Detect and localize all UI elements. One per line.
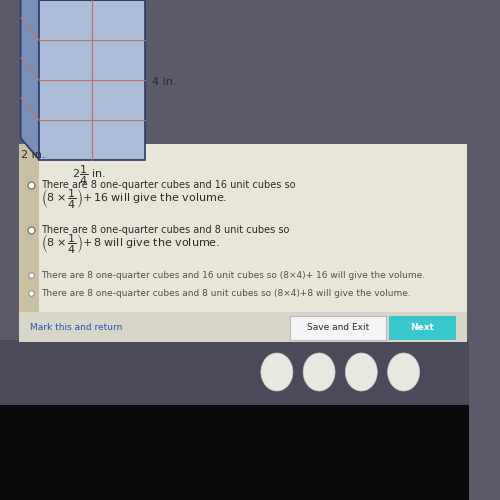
Text: Mark this and return: Mark this and return: [30, 322, 122, 332]
FancyBboxPatch shape: [19, 144, 40, 342]
FancyBboxPatch shape: [19, 144, 468, 342]
Text: There are 8 one-quarter cubes and 8 unit cubes so: There are 8 one-quarter cubes and 8 unit…: [42, 225, 293, 235]
Text: $\left(8\times\dfrac{1}{4}\right)$$+\,16$ will give the volume.: $\left(8\times\dfrac{1}{4}\right)$$+\,16…: [42, 188, 228, 210]
Ellipse shape: [303, 353, 335, 391]
Polygon shape: [20, 0, 40, 160]
FancyBboxPatch shape: [290, 316, 386, 340]
Ellipse shape: [346, 353, 378, 391]
Text: Save and Exit: Save and Exit: [307, 324, 369, 332]
FancyBboxPatch shape: [19, 312, 468, 342]
Ellipse shape: [388, 353, 420, 391]
FancyBboxPatch shape: [0, 340, 470, 405]
Text: 2 in.: 2 in.: [20, 150, 45, 160]
Text: $2\dfrac{1}{4}$ in.: $2\dfrac{1}{4}$ in.: [72, 164, 106, 186]
Text: There are 8 one-quarter cubes and 16 unit cubes so (8×4)+ 16 will give the volum: There are 8 one-quarter cubes and 16 uni…: [42, 270, 426, 280]
Text: Next: Next: [410, 324, 434, 332]
Text: 4 in.: 4 in.: [152, 77, 176, 87]
Polygon shape: [40, 0, 146, 160]
Text: There are 8 one-quarter cubes and 8 unit cubes so (8×4)+8 will give the volume.: There are 8 one-quarter cubes and 8 unit…: [42, 288, 411, 298]
FancyBboxPatch shape: [0, 400, 470, 500]
Text: There are 8 one-quarter cubes and 16 unit cubes so: There are 8 one-quarter cubes and 16 uni…: [42, 180, 299, 190]
FancyBboxPatch shape: [388, 316, 456, 340]
Ellipse shape: [261, 353, 293, 391]
Text: $\left(8\times\dfrac{1}{4}\right)$$+\,8$ will give the volume.: $\left(8\times\dfrac{1}{4}\right)$$+\,8$…: [42, 232, 220, 256]
